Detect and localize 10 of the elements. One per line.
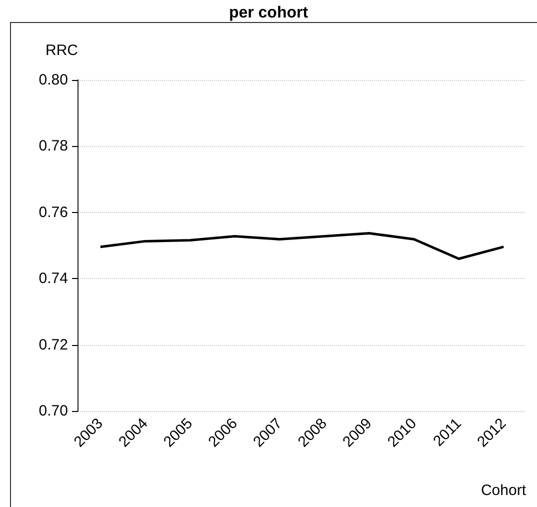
- y-tick-label: 0.80: [38, 72, 68, 88]
- y-tick-label: 0.70: [38, 402, 68, 420]
- x-axis-title: Cohort: [480, 482, 527, 499]
- chart-title: per cohort: [228, 4, 309, 22]
- y-tick-label: 0.72: [38, 336, 68, 354]
- y-axis-title: RRC: [46, 42, 78, 59]
- line-series: [99, 232, 505, 260]
- y-tick-label: 0.78: [38, 138, 68, 155]
- y-tick-label: 0.76: [38, 204, 68, 221]
- y-tick-label: 0.74: [38, 270, 68, 288]
